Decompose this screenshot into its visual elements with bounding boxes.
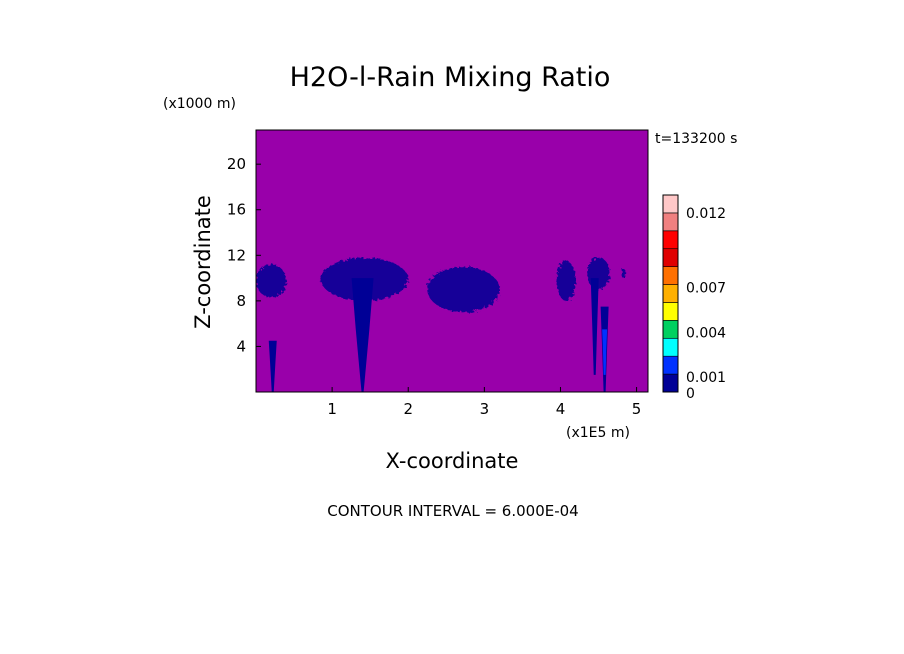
colorbar-tick-label: 0.004	[686, 325, 726, 341]
y-unit-label: (x1000 m)	[163, 96, 236, 112]
plot-frame	[255, 129, 649, 393]
y-axis-label: Z-coordinate	[191, 195, 215, 329]
colorbar-swatch	[662, 373, 679, 393]
colorbar-swatch	[662, 194, 679, 214]
y-tick-label: 12	[227, 246, 246, 264]
colorbar-swatch	[662, 212, 679, 232]
contour-interval-note: CONTOUR INTERVAL = 6.000E-04	[327, 502, 578, 520]
colorbar-swatch	[662, 320, 679, 339]
colorbar-frame	[662, 194, 679, 393]
colorbar-swatch	[662, 337, 679, 357]
colorbar-swatch	[662, 355, 679, 375]
x-tick-label: 4	[556, 400, 566, 418]
rain-layer-5	[621, 268, 626, 279]
colorbar-tick-label: 0.012	[686, 206, 726, 222]
colorbar-tick-label: 0.001	[686, 370, 726, 386]
colorbar-swatch	[662, 284, 679, 303]
rain-core-10	[602, 329, 608, 375]
rain-layer-2	[427, 266, 500, 313]
y-tick-label: 16	[227, 201, 246, 219]
colorbar-swatch	[662, 230, 679, 250]
x-tick-label: 3	[480, 400, 490, 418]
y-tick-label: 8	[236, 292, 246, 310]
colorbar-tick-label: 0	[686, 386, 695, 402]
x-axis-label: X-coordinate	[386, 449, 519, 473]
x-ticks: 1 2 3 4 5	[327, 387, 641, 418]
y-tick-label: 20	[227, 155, 246, 173]
chart-title: H2O-l-Rain Mixing Ratio	[290, 62, 611, 93]
x-tick-label: 5	[632, 400, 642, 418]
rain-shaft-7	[268, 340, 277, 392]
colorbar-tick-label: 0.007	[686, 281, 726, 297]
rain-shaft-6	[351, 278, 374, 392]
x-tick-label: 2	[403, 400, 413, 418]
colorbar-swatch	[662, 302, 679, 321]
rain-layer-4	[587, 257, 610, 290]
y-ticks: 4 8 12 16 20	[227, 155, 261, 355]
colorbar: 00.001 0.004 0.007 0.012	[662, 194, 726, 402]
rain-shaft-8	[590, 278, 599, 375]
colorbar-swatch	[662, 266, 679, 285]
colorbar-swatch	[662, 248, 679, 267]
rain-field	[256, 257, 626, 392]
y-tick-label: 4	[236, 337, 246, 355]
time-label: t=133200 s	[655, 131, 737, 147]
rain-layer-0	[256, 264, 287, 298]
rain-layer-3	[556, 261, 576, 301]
x-tick-label: 1	[327, 400, 337, 418]
plot-background	[256, 130, 648, 392]
x-unit-label: (x1E5 m)	[566, 425, 630, 441]
